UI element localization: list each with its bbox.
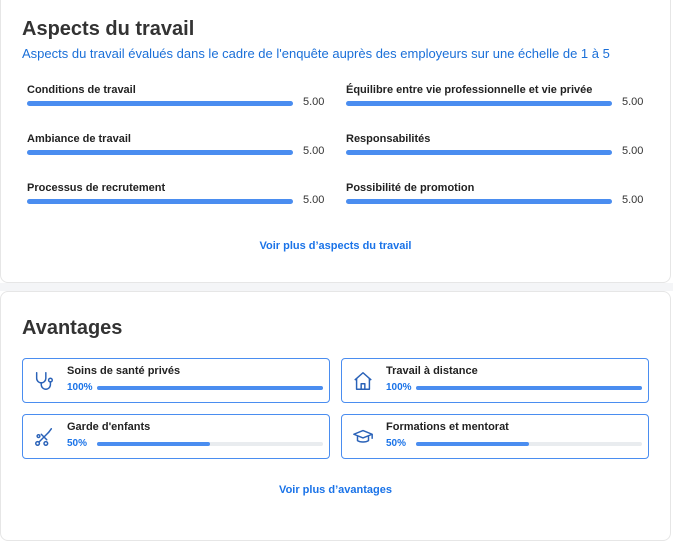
aspect-bar	[346, 199, 612, 204]
aspect-value: 5.00	[303, 145, 325, 157]
aspect-bar-fill	[346, 199, 612, 204]
aspect-bar-fill	[346, 101, 612, 106]
graduation-cap-icon	[353, 429, 373, 443]
benefit-bar-fill	[416, 386, 642, 390]
more-benefits-link[interactable]: Voir plus d’avantages	[279, 484, 392, 496]
aspect-label: Processus de recrutement	[27, 182, 166, 194]
aspect-label: Conditions de travail	[27, 84, 136, 96]
benefit-percent: 50%	[67, 438, 88, 449]
home-icon	[354, 372, 372, 390]
benefit-bar	[416, 386, 642, 390]
work-aspects-title: Aspects du travail	[22, 18, 195, 40]
benefit-percent: 100%	[386, 382, 412, 393]
work-aspects-subtitle: Aspects du travail évalués dans le cadre…	[22, 46, 610, 61]
benefit-bar-fill	[416, 442, 529, 446]
benefits-title: Avantages	[22, 317, 123, 339]
section-separator	[0, 283, 673, 291]
aspect-value: 5.00	[303, 96, 325, 108]
aspect-bar	[346, 101, 612, 106]
benefit-label: Soins de santé privés	[67, 365, 181, 377]
stethoscope-icon	[35, 372, 53, 390]
benefit-percent: 100%	[67, 382, 93, 393]
aspect-label: Ambiance de travail	[27, 133, 131, 145]
benefit-label: Garde d'enfants	[67, 421, 151, 433]
aspect-bar	[346, 150, 612, 155]
aspect-value: 5.00	[622, 145, 644, 157]
benefit-bar	[97, 442, 323, 446]
work-aspects-card	[0, 0, 671, 283]
more-work-aspects-link[interactable]: Voir plus d’aspects du travail	[259, 240, 412, 252]
benefit-card-training[interactable]: Formations et mentorat 50%	[341, 414, 649, 459]
aspect-label: Responsabilités	[346, 133, 431, 145]
aspect-bar	[27, 101, 293, 106]
benefit-card-childcare[interactable]: Garde d'enfants 50%	[22, 414, 330, 459]
stroller-icon	[35, 428, 53, 446]
benefit-card-health[interactable]: Soins de santé privés 100%	[22, 358, 330, 403]
aspect-value: 5.00	[303, 194, 325, 206]
aspect-label: Équilibre entre vie professionnelle et v…	[346, 84, 593, 96]
aspect-bar-fill	[27, 199, 293, 204]
benefit-label: Travail à distance	[386, 365, 478, 377]
aspect-label: Possibilité de promotion	[346, 182, 475, 194]
aspect-value: 5.00	[622, 194, 644, 206]
benefit-card-remote[interactable]: Travail à distance 100%	[341, 358, 649, 403]
benefit-bar-fill	[97, 386, 323, 390]
benefit-bar-fill	[97, 442, 210, 446]
aspect-bar-fill	[27, 101, 293, 106]
aspect-bar	[27, 150, 293, 155]
aspect-bar-fill	[27, 150, 293, 155]
aspect-value: 5.00	[622, 96, 644, 108]
benefit-bar	[97, 386, 323, 390]
aspect-bar-fill	[346, 150, 612, 155]
benefit-label: Formations et mentorat	[386, 421, 509, 433]
benefit-bar	[416, 442, 642, 446]
aspect-bar	[27, 199, 293, 204]
benefit-percent: 50%	[386, 438, 407, 449]
